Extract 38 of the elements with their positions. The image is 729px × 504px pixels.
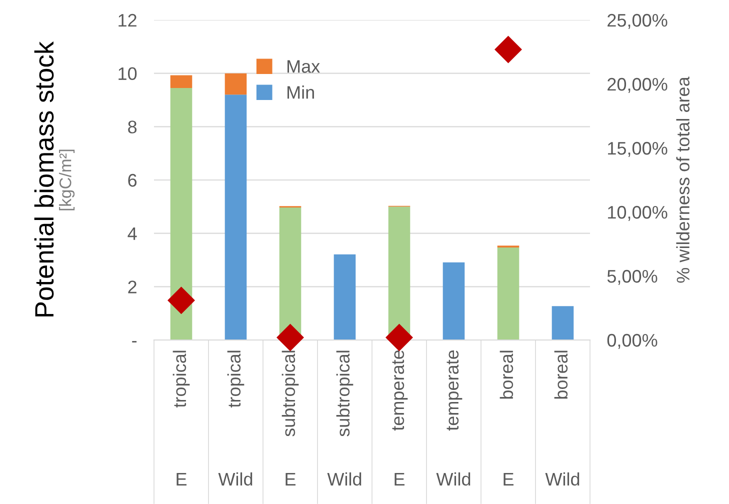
y2-tick-label: 25,00% [608, 14, 668, 29]
bar [334, 254, 356, 340]
category-label: subtropical E [282, 350, 299, 486]
y-tick-label: 10 [118, 67, 137, 80]
bar [170, 75, 192, 88]
y-tick-label: 6 [128, 174, 137, 187]
legend-label: Max [288, 60, 320, 73]
y2-tick-label: 0,00% [607, 334, 658, 349]
bar [224, 94, 247, 340]
point [276, 324, 304, 351]
category-label: boreal E [500, 350, 514, 486]
point [494, 36, 522, 63]
y-tick-label: - [132, 341, 137, 342]
text: [kgC/m²] [59, 150, 75, 210]
y-tick-label: 12 [118, 14, 136, 27]
y2-tick-label: 10,00% [608, 206, 668, 221]
point [168, 286, 195, 314]
y2-tick-label: 15,00% [608, 142, 668, 157]
category-label: temperate E [392, 350, 408, 486]
y-tick-label: 8 [128, 120, 137, 134]
legend-label: Min [288, 86, 314, 99]
bar [170, 88, 192, 340]
bar [552, 306, 574, 340]
bar [497, 247, 520, 340]
category-label: subtropical Wild [327, 350, 362, 486]
category-label: boreal Wild [545, 350, 580, 486]
y-tick-label: 2 [128, 280, 136, 294]
category-label: tropical E [172, 350, 190, 486]
y2-tick-label: 5,00% [607, 270, 658, 285]
bar [224, 73, 247, 95]
category-label: temperate Wild [436, 350, 470, 486]
category-label: tropical Wild [218, 350, 252, 486]
y2-axis-title: % wilderness of total area [676, 76, 690, 283]
point [386, 324, 413, 351]
y2-tick-label: 20,00% [608, 78, 668, 93]
y-tick-label: 4 [128, 227, 137, 240]
bar [442, 262, 465, 340]
y-axis-title: Potential biomass stock [34, 41, 54, 316]
